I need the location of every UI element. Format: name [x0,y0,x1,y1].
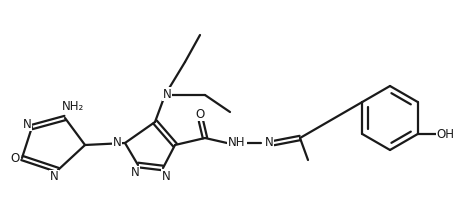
Text: N: N [50,171,58,183]
Text: N: N [113,136,121,150]
Text: NH₂: NH₂ [62,100,84,114]
Text: O: O [10,151,20,165]
Text: OH: OH [437,128,454,140]
Text: N: N [162,170,170,182]
Text: O: O [196,108,204,120]
Text: N: N [265,136,274,150]
Text: NH: NH [228,136,246,150]
Text: N: N [23,118,31,130]
Text: N: N [131,166,140,180]
Text: N: N [163,88,172,100]
